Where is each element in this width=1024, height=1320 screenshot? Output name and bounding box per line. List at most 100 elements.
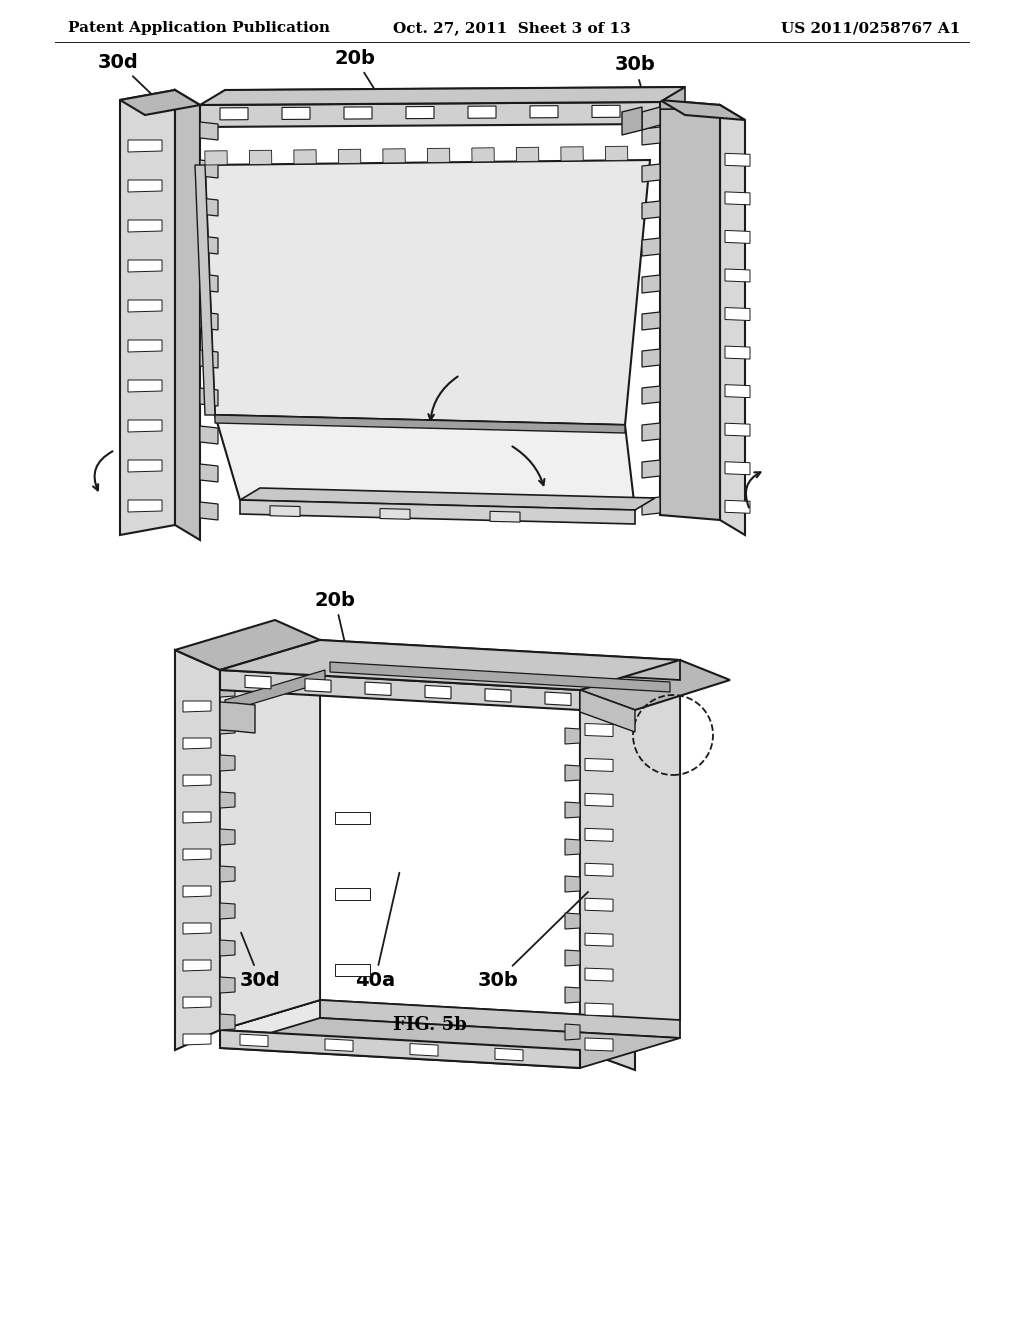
Polygon shape: [294, 149, 316, 164]
Text: Oct. 27, 2011  Sheet 3 of 13: Oct. 27, 2011 Sheet 3 of 13: [393, 21, 631, 36]
Polygon shape: [200, 388, 218, 407]
Polygon shape: [319, 1001, 680, 1038]
Polygon shape: [580, 690, 635, 733]
Polygon shape: [585, 759, 613, 771]
Polygon shape: [530, 106, 558, 117]
Polygon shape: [183, 775, 211, 785]
Polygon shape: [585, 1038, 613, 1051]
Polygon shape: [642, 201, 660, 219]
Text: 40a: 40a: [252, 453, 292, 490]
Polygon shape: [565, 766, 580, 781]
Text: US 2011/0258767 A1: US 2011/0258767 A1: [780, 21, 961, 36]
Polygon shape: [660, 100, 720, 520]
Polygon shape: [720, 106, 745, 535]
Polygon shape: [240, 488, 655, 510]
Polygon shape: [225, 87, 685, 112]
Polygon shape: [305, 678, 331, 692]
Polygon shape: [220, 977, 234, 993]
Polygon shape: [565, 729, 580, 744]
Polygon shape: [183, 812, 211, 822]
Polygon shape: [183, 701, 211, 711]
Polygon shape: [220, 903, 234, 919]
Polygon shape: [175, 649, 220, 1049]
Polygon shape: [585, 793, 613, 807]
Polygon shape: [215, 414, 635, 510]
Polygon shape: [642, 385, 660, 404]
Polygon shape: [427, 148, 450, 162]
Polygon shape: [200, 121, 218, 140]
Polygon shape: [725, 500, 750, 513]
Polygon shape: [472, 148, 495, 162]
Polygon shape: [220, 660, 319, 1030]
Polygon shape: [365, 682, 391, 696]
Polygon shape: [128, 140, 162, 152]
Polygon shape: [249, 150, 271, 165]
Polygon shape: [220, 718, 234, 734]
Polygon shape: [215, 414, 625, 433]
Polygon shape: [325, 1039, 353, 1052]
Text: 30d: 30d: [240, 932, 281, 990]
Polygon shape: [220, 1014, 234, 1030]
Polygon shape: [220, 671, 580, 710]
Polygon shape: [220, 792, 234, 808]
Polygon shape: [128, 341, 162, 352]
Polygon shape: [725, 153, 750, 166]
Polygon shape: [200, 275, 218, 292]
Polygon shape: [128, 260, 162, 272]
Text: Patent Application Publication: Patent Application Publication: [68, 21, 330, 36]
Polygon shape: [585, 723, 613, 737]
Polygon shape: [605, 147, 628, 161]
Polygon shape: [183, 849, 211, 861]
Polygon shape: [220, 640, 680, 690]
Polygon shape: [200, 350, 218, 368]
Polygon shape: [344, 107, 372, 119]
Polygon shape: [220, 702, 255, 733]
Polygon shape: [642, 164, 660, 182]
Polygon shape: [220, 1001, 680, 1049]
Polygon shape: [183, 1034, 211, 1045]
Polygon shape: [220, 829, 234, 845]
Polygon shape: [128, 420, 162, 432]
Polygon shape: [565, 803, 580, 818]
Polygon shape: [319, 640, 680, 680]
Polygon shape: [175, 620, 319, 671]
Polygon shape: [220, 640, 319, 1030]
Polygon shape: [642, 107, 660, 129]
Polygon shape: [725, 384, 750, 397]
Polygon shape: [622, 107, 642, 135]
Polygon shape: [120, 90, 200, 115]
Text: FIG. 5b: FIG. 5b: [393, 1016, 467, 1034]
Polygon shape: [585, 933, 613, 946]
Polygon shape: [585, 829, 613, 841]
Text: 20b: 20b: [335, 49, 379, 95]
Polygon shape: [240, 500, 635, 524]
Polygon shape: [205, 150, 227, 165]
Polygon shape: [335, 812, 370, 824]
Polygon shape: [175, 90, 200, 540]
Polygon shape: [200, 102, 660, 127]
Text: 30d: 30d: [97, 53, 166, 108]
Polygon shape: [660, 100, 745, 120]
Polygon shape: [128, 220, 162, 232]
Polygon shape: [225, 671, 325, 711]
Polygon shape: [565, 1024, 580, 1040]
Polygon shape: [585, 863, 613, 876]
Polygon shape: [220, 108, 248, 120]
Text: 20b: 20b: [314, 590, 355, 663]
Polygon shape: [725, 269, 750, 282]
Polygon shape: [565, 950, 580, 966]
Polygon shape: [220, 681, 234, 697]
Polygon shape: [642, 422, 660, 441]
Polygon shape: [282, 107, 310, 120]
Polygon shape: [205, 160, 650, 425]
Polygon shape: [565, 876, 580, 892]
Polygon shape: [120, 90, 175, 535]
Polygon shape: [183, 997, 211, 1008]
Polygon shape: [406, 107, 434, 119]
Polygon shape: [183, 886, 211, 898]
Polygon shape: [220, 940, 234, 956]
Polygon shape: [200, 312, 218, 330]
Text: 30b: 30b: [477, 892, 588, 990]
Polygon shape: [725, 462, 750, 475]
Polygon shape: [200, 465, 218, 482]
